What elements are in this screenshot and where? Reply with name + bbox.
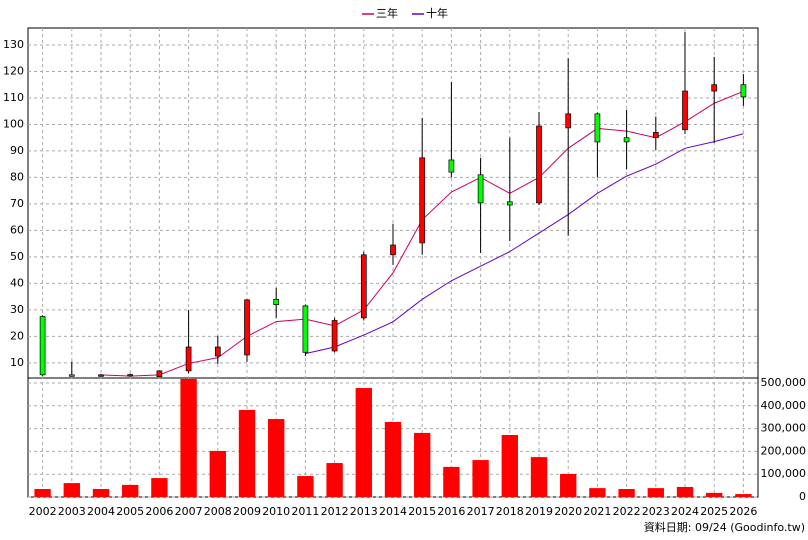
y-tick-label: 70 [10,197,24,210]
candle-body [477,174,484,204]
legend-label: 十年 [426,6,448,20]
candle-body [185,346,192,372]
candle-body [244,299,250,356]
volume-bar [589,488,606,497]
volume-bar [297,476,314,497]
x-tick-label: 2017 [467,505,495,518]
candle-body [682,90,688,131]
volume-bar [501,434,518,497]
x-tick-label: 2016 [437,505,465,518]
y2-tick-label: 200,000 [761,444,807,457]
y-tick-label: 130 [3,38,24,51]
volume-bar [63,483,80,497]
x-tick-label: 2015 [408,505,436,518]
y-tick-label: 80 [10,170,24,183]
x-tick-label: 2005 [116,505,144,518]
y-tick-label: 60 [10,223,24,236]
volume-bar [180,378,197,497]
x-tick-label: 2004 [87,505,115,518]
volume-bar [618,489,635,497]
y-tick-label: 50 [10,250,24,263]
volume-bar [647,488,664,497]
x-tick-label: 2020 [554,505,582,518]
x-tick-label: 2019 [525,505,553,518]
candle-body [565,113,572,129]
candle-body [214,346,221,357]
volume-bar [735,494,752,497]
volume-bar [268,419,285,497]
y2-tick-label: 300,000 [761,422,807,435]
volume-bar [355,388,372,497]
volume-bar [472,460,489,497]
x-tick-label: 2013 [350,505,378,518]
line-series [305,133,744,355]
volume-bar [92,489,110,497]
candle-body [302,305,309,353]
x-tick-label: 2018 [496,505,524,518]
volume-bar [530,457,548,497]
x-tick-label: 2007 [175,505,203,518]
y2-tick-label: 500,000 [761,376,807,389]
y2-tick-label: 100,000 [761,467,807,480]
legend-label: 三年 [376,6,398,20]
volume-bar [209,450,226,497]
x-tick-label: 2003 [58,505,86,518]
candle-body [740,84,747,98]
y2-tick-label: 400,000 [761,399,807,412]
x-tick-label: 2008 [204,505,232,518]
volume-bar [384,421,402,497]
candle-body [594,113,601,143]
candle-body [506,201,513,206]
volume-bar [560,473,577,497]
candle-body [623,137,630,143]
candle-body [68,374,75,377]
volume-bar [238,409,256,497]
candle-body [360,254,367,319]
y-tick-label: 20 [10,329,24,342]
y-tick-label: 90 [10,144,24,157]
volume-bar [414,432,431,497]
candle-body [419,157,426,244]
candle-body [98,374,104,377]
candle-body [536,125,542,204]
x-tick-label: 2010 [262,505,290,518]
volume-bar [151,478,168,497]
x-tick-label: 2011 [291,505,319,518]
volume-bar [326,463,343,497]
volume-bar [122,484,139,497]
x-tick-label: 2002 [29,505,57,518]
y-tick-label: 10 [10,356,24,369]
x-tick-label: 2014 [379,505,407,518]
candle-body [273,298,280,305]
candle-body [331,320,338,352]
y-tick-label: 110 [3,91,24,104]
volume-bar [706,492,723,497]
volume-bar [34,489,51,497]
y-tick-label: 40 [10,276,24,289]
volume-bar [676,486,694,497]
x-tick-label: 2021 [583,505,611,518]
x-tick-label: 2025 [700,505,728,518]
y-tick-label: 30 [10,303,24,316]
footer: 資料日期: 09/24 (Goodinfo.tw) [644,520,805,534]
candle-body [39,316,46,376]
candle-body [711,84,718,92]
y-tick-label: 120 [3,64,24,77]
candle-body [448,159,455,173]
x-tick-label: 2009 [233,505,261,518]
volume-bar [443,466,460,497]
x-tick-label: 2023 [642,505,670,518]
candle-body [652,132,659,139]
x-tick-label: 2024 [671,505,699,518]
x-tick-label: 2006 [145,505,173,518]
candle-body [156,370,163,378]
candle-body [390,244,396,256]
y2-tick-label: 0 [799,490,806,503]
x-tick-label: 2026 [729,505,757,518]
x-tick-label: 2012 [321,505,349,518]
x-tick-label: 2022 [613,505,641,518]
y-tick-label: 100 [3,117,24,130]
candle-body [127,374,134,377]
